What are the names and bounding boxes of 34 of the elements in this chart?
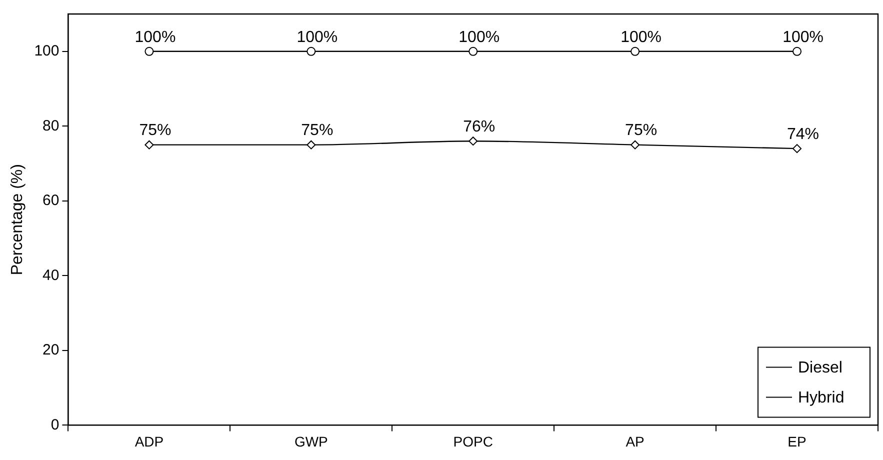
point bbox=[144, 46, 154, 56]
point bbox=[468, 46, 478, 56]
data-label: 100% bbox=[134, 28, 176, 46]
point bbox=[144, 140, 154, 150]
x-tick-label: GWP bbox=[294, 433, 328, 450]
x-tick-label: EP bbox=[788, 433, 806, 450]
point bbox=[306, 140, 316, 150]
x-tick-label: ADP bbox=[134, 433, 164, 450]
data-label: 76% bbox=[463, 118, 496, 136]
y-tick-label: 80 bbox=[42, 117, 60, 134]
data-label: 100% bbox=[782, 28, 824, 46]
point bbox=[306, 46, 316, 56]
data-label: 75% bbox=[625, 122, 658, 140]
y-tick-label: 0 bbox=[50, 416, 60, 434]
point bbox=[792, 144, 802, 154]
y-axis-title: Percentage (%) bbox=[9, 164, 26, 276]
legend-label: Diesel bbox=[798, 360, 842, 377]
legend-label: Hybrid bbox=[798, 390, 844, 407]
data-label: 100% bbox=[620, 28, 662, 46]
point bbox=[792, 46, 802, 56]
y-tick-label: 20 bbox=[42, 342, 60, 359]
data-label: 100% bbox=[296, 28, 338, 46]
data-label: 75% bbox=[139, 122, 172, 140]
point bbox=[630, 46, 640, 56]
data-label: 74% bbox=[787, 126, 820, 143]
y-tick-label: 40 bbox=[42, 266, 60, 284]
point bbox=[468, 136, 478, 146]
y-tick-label: 100 bbox=[34, 42, 60, 60]
data-label: 100% bbox=[458, 28, 500, 46]
x-tick-label: POPC bbox=[453, 433, 493, 450]
x-tick-label: AP bbox=[626, 433, 644, 450]
data-label: 75% bbox=[301, 122, 334, 140]
y-tick-label: 60 bbox=[42, 192, 60, 210]
point bbox=[630, 140, 640, 150]
